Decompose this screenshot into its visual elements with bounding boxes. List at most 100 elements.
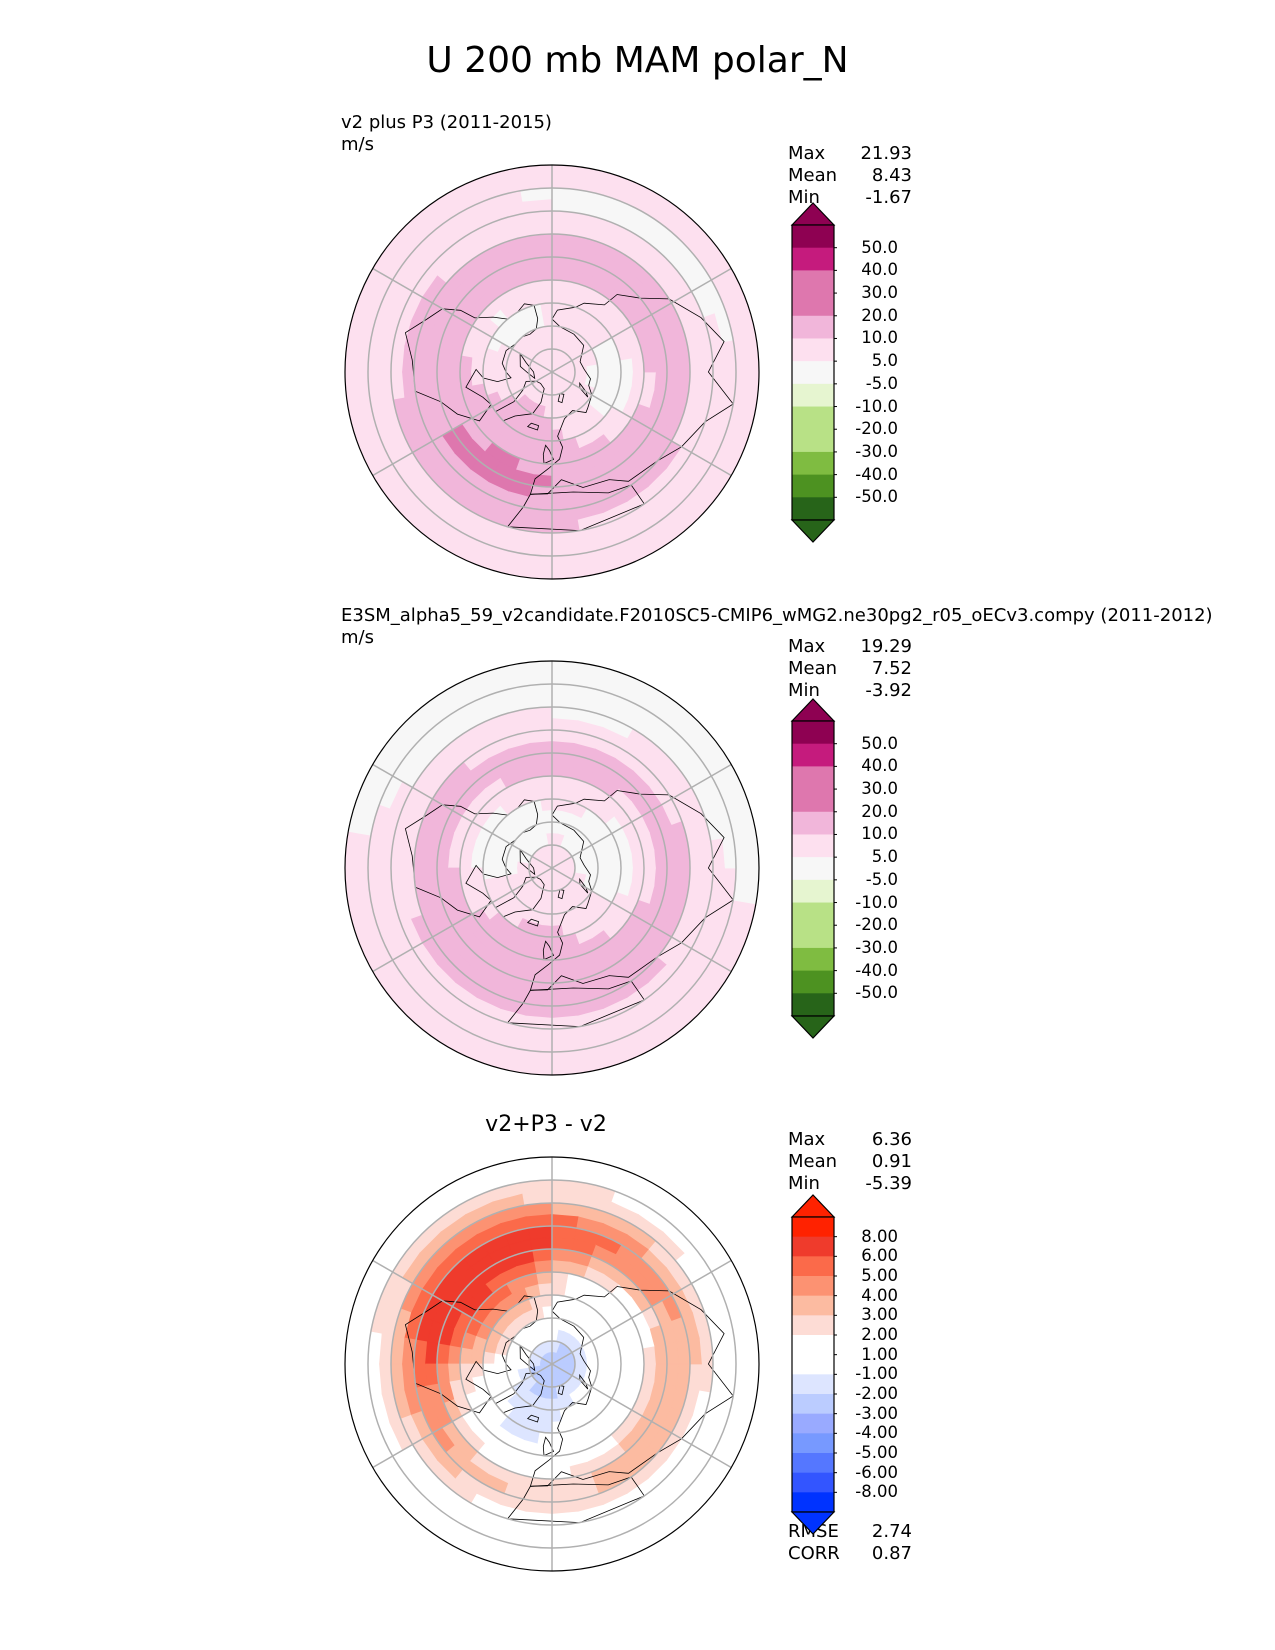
colorbar-segment <box>792 970 834 994</box>
panel1-units: m/s <box>341 134 374 155</box>
colorbar-segment <box>792 1276 834 1297</box>
figure-title: U 200 mb MAM polar_N <box>426 40 849 81</box>
colorbar-tick-label: -30.0 <box>855 441 898 461</box>
colorbar-tick-label: -8.00 <box>855 1482 898 1502</box>
contour-cell <box>608 1363 622 1377</box>
coastline <box>557 1385 565 1396</box>
coastline <box>494 876 545 918</box>
panel1-stats: Max 21.93 Mean 8.43 Min -1.67 <box>788 143 912 209</box>
colorbar-tick-label: 50.0 <box>861 733 898 753</box>
longitude-gridline <box>551 1363 732 1469</box>
coastline <box>526 1414 540 1423</box>
colorbar-tick-label: -30.0 <box>855 937 898 957</box>
contour-cell <box>482 359 496 373</box>
metric-rmse: 2.74 <box>871 1521 912 1542</box>
contour-cell <box>459 371 474 389</box>
contour-cell <box>608 371 622 385</box>
map-boundary <box>344 164 760 580</box>
coastline <box>557 393 565 404</box>
coastline <box>519 352 536 380</box>
map-boundary <box>344 660 760 1076</box>
colorbar-tick-label: -2.00 <box>855 1384 898 1403</box>
longitude-gridline <box>551 763 732 869</box>
coastline <box>494 380 545 422</box>
colorbar-tick-label: 4.00 <box>861 1285 898 1305</box>
colorbar-segment <box>792 429 834 453</box>
colorbar-segment <box>792 811 834 835</box>
contour-cell <box>551 1271 569 1286</box>
contour-cell <box>551 775 569 790</box>
panel3-stats: Max 6.36 Mean 0.91 Min -5.39 <box>788 1129 912 1195</box>
stat-label: Max <box>788 1129 826 1150</box>
colorbar-segment <box>792 1256 834 1277</box>
polar-map-test <box>344 164 760 580</box>
colorbar-segment <box>792 497 834 521</box>
longitude-gridline <box>372 1259 553 1365</box>
longitude-gridline <box>372 763 553 869</box>
colorbar-segment <box>792 1472 834 1493</box>
colorbar-segment <box>792 743 834 767</box>
contour-cell <box>619 853 633 869</box>
longitude-gridline <box>551 867 732 973</box>
contour-cell <box>619 1363 633 1379</box>
colorbar-segment <box>792 1433 834 1454</box>
stat-min: -1.67 <box>865 187 912 208</box>
coastline <box>494 1372 545 1414</box>
stat-label: Max <box>788 143 826 164</box>
colorbar-segment <box>792 947 834 972</box>
contour-cell <box>630 1347 645 1365</box>
colorbar-segment <box>792 1453 834 1474</box>
stat-mean: 8.43 <box>871 165 912 186</box>
colorbar-segment <box>792 247 834 271</box>
colorbar-tick-label: 30.0 <box>861 283 898 303</box>
colorbar-segment <box>792 1236 834 1257</box>
contour-cell <box>459 355 474 373</box>
contour-cell <box>539 924 553 938</box>
contour-cell <box>619 867 633 883</box>
colorbar-segment <box>792 474 834 498</box>
contour-cell <box>535 775 553 790</box>
colorbar-tick-label: -50.0 <box>855 487 898 507</box>
colorbar-segment <box>792 361 834 385</box>
colorbar-tick-label: 10.0 <box>861 824 898 844</box>
colorbar-tick-label: -1.00 <box>855 1364 898 1384</box>
stat-label: Max <box>788 636 826 657</box>
colorbar-tick-label: 1.00 <box>861 1344 898 1364</box>
colorbar-tick-label: 6.00 <box>861 1246 898 1266</box>
colorbar-segment <box>792 879 834 904</box>
panel2-units: m/s <box>341 627 374 648</box>
colorbar-segment <box>792 406 834 430</box>
contour-cell <box>539 428 553 442</box>
coastline <box>579 877 589 894</box>
contour-cell <box>459 1347 474 1365</box>
contour-cell <box>630 867 645 885</box>
contour-cell <box>596 1363 610 1375</box>
coastline <box>519 848 536 876</box>
colorbar-extend-max <box>790 1194 836 1218</box>
contour-cell <box>596 371 610 383</box>
contour-cell <box>630 371 645 389</box>
longitude-gridline <box>372 1363 553 1469</box>
colorbar-tick-label: -5.00 <box>855 1443 898 1462</box>
coastline <box>526 422 540 431</box>
contour-cell <box>630 851 645 869</box>
panel2-stats: Max 19.29 Mean 7.52 Min -3.92 <box>788 636 912 702</box>
contour-cell <box>471 357 485 373</box>
colorbar-extend-min <box>790 1511 836 1535</box>
colorbar-segment <box>792 338 834 362</box>
colorbar-segment <box>792 857 834 881</box>
contour-cell <box>482 855 496 869</box>
contour-fill <box>345 165 759 579</box>
contour-cell <box>541 912 553 926</box>
contour-cell <box>482 1351 496 1365</box>
contour-cell <box>596 867 610 879</box>
stat-min: -3.92 <box>865 680 912 701</box>
contour-cell <box>619 371 633 387</box>
contour-cell <box>471 853 485 869</box>
colorbar-segment <box>792 451 834 476</box>
colorbar-tick-label: -3.00 <box>855 1403 898 1423</box>
contour-cell <box>541 416 553 430</box>
colorbar-segment <box>792 925 834 949</box>
colorbar-tick-label: 50.0 <box>861 237 898 257</box>
